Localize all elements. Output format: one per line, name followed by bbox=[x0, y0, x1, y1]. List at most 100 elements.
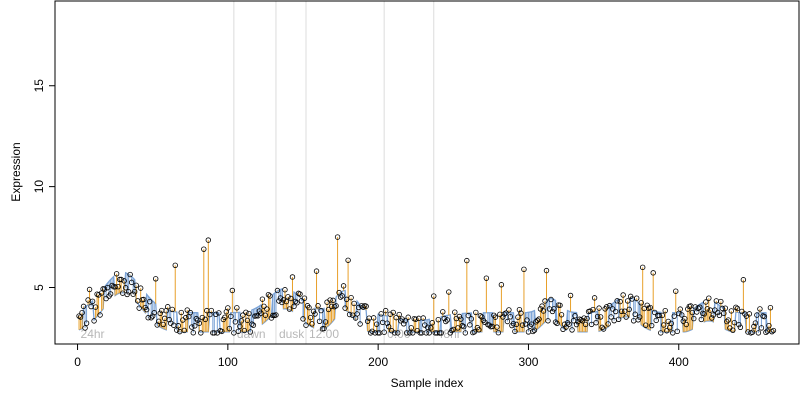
data-point bbox=[670, 330, 676, 336]
data-point bbox=[280, 297, 287, 303]
data-point bbox=[476, 327, 482, 333]
data-point bbox=[195, 317, 201, 323]
data-point bbox=[649, 322, 655, 329]
data-point bbox=[674, 328, 680, 335]
data-point bbox=[310, 308, 317, 315]
data-point bbox=[393, 314, 399, 321]
data-point bbox=[642, 322, 649, 328]
data-point bbox=[378, 311, 384, 317]
data-point bbox=[322, 319, 329, 325]
data-point bbox=[624, 298, 631, 304]
data-point bbox=[391, 330, 398, 336]
data-point bbox=[746, 311, 753, 317]
data-point bbox=[673, 288, 679, 294]
data-point bbox=[656, 312, 662, 319]
data-point bbox=[289, 274, 296, 280]
data-point bbox=[373, 321, 380, 327]
data-point bbox=[312, 311, 318, 317]
data-point bbox=[516, 306, 523, 313]
data-point bbox=[691, 315, 697, 322]
data-point bbox=[396, 311, 402, 318]
data-point bbox=[264, 306, 270, 312]
data-point bbox=[458, 316, 464, 322]
data-point bbox=[360, 304, 366, 310]
data-point bbox=[286, 306, 293, 312]
data-point bbox=[608, 314, 614, 320]
data-point bbox=[318, 307, 324, 314]
data-point bbox=[394, 330, 401, 336]
data-point bbox=[757, 306, 763, 312]
data-point bbox=[605, 321, 611, 327]
data-point bbox=[283, 298, 290, 305]
data-point bbox=[639, 264, 646, 271]
data-point bbox=[633, 295, 640, 301]
data-point bbox=[754, 312, 760, 318]
data-point bbox=[721, 310, 727, 317]
data-point bbox=[752, 320, 759, 326]
data-point bbox=[468, 316, 475, 322]
data-point bbox=[751, 323, 757, 330]
data-point bbox=[156, 318, 162, 324]
data-point bbox=[599, 324, 605, 331]
data-point bbox=[225, 305, 231, 311]
data-point bbox=[381, 329, 387, 335]
data-point bbox=[327, 297, 333, 303]
data-point bbox=[97, 312, 103, 318]
data-point bbox=[438, 330, 444, 336]
data-point bbox=[285, 294, 291, 300]
data-point bbox=[606, 302, 613, 309]
data-point bbox=[313, 268, 320, 274]
data-point bbox=[587, 308, 593, 314]
data-point bbox=[612, 308, 619, 315]
data-point bbox=[581, 315, 587, 321]
data-point bbox=[190, 330, 196, 336]
data-point bbox=[146, 298, 153, 305]
data-point bbox=[375, 330, 381, 336]
data-point bbox=[455, 325, 461, 331]
data-point bbox=[235, 328, 242, 334]
data-point bbox=[479, 314, 485, 320]
x-tick-label: 400 bbox=[669, 355, 689, 369]
data-point bbox=[615, 316, 622, 322]
data-point bbox=[769, 328, 775, 335]
data-point bbox=[181, 327, 187, 334]
data-point bbox=[91, 318, 97, 324]
y-tick-label: 10 bbox=[32, 180, 46, 194]
data-point bbox=[584, 315, 590, 322]
data-point bbox=[82, 325, 88, 331]
data-point bbox=[297, 291, 303, 297]
data-point bbox=[423, 330, 429, 336]
phase-marker-lines bbox=[233, 1, 435, 344]
data-point bbox=[160, 321, 166, 328]
data-point bbox=[175, 323, 181, 329]
data-point bbox=[429, 320, 435, 326]
data-point bbox=[104, 284, 111, 291]
data-point bbox=[531, 327, 538, 333]
data-point bbox=[539, 303, 545, 309]
data-point bbox=[600, 326, 607, 332]
data-point bbox=[572, 313, 578, 319]
data-point bbox=[500, 314, 506, 320]
data-point bbox=[261, 303, 267, 310]
data-point bbox=[240, 312, 246, 318]
data-point bbox=[477, 313, 484, 319]
data-point bbox=[507, 314, 514, 320]
x-tick-label: 300 bbox=[518, 355, 538, 369]
data-point bbox=[216, 310, 222, 316]
data-point bbox=[244, 317, 251, 324]
data-point bbox=[413, 316, 419, 322]
data-point bbox=[143, 306, 150, 313]
data-point bbox=[703, 299, 709, 305]
data-point bbox=[157, 310, 163, 317]
data-point bbox=[449, 327, 455, 334]
data-point bbox=[685, 306, 691, 312]
data-point bbox=[113, 271, 120, 277]
data-point bbox=[551, 306, 557, 312]
data-point bbox=[364, 318, 371, 324]
data-point bbox=[89, 298, 96, 305]
data-point bbox=[763, 329, 769, 336]
data-point bbox=[337, 294, 344, 300]
data-point bbox=[428, 325, 434, 331]
data-point bbox=[552, 319, 559, 325]
data-point bbox=[543, 267, 550, 274]
